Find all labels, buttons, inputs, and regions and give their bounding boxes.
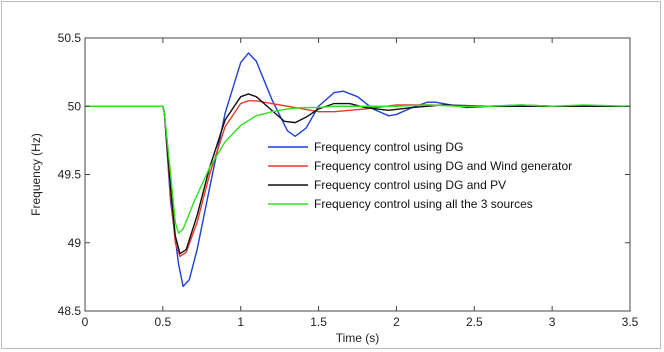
x-tick-label: 1.5 [310, 315, 327, 329]
x-tick-label: 3.5 [622, 315, 639, 329]
x-tick-label: 0 [82, 315, 89, 329]
legend: Frequency control using DG Frequency cont… [268, 140, 572, 211]
y-tick-label: 48.5 [58, 304, 82, 318]
x-axis-label: Time (s) [336, 331, 380, 345]
y-tick-label: 49.5 [58, 168, 82, 182]
x-tick-label: 2 [393, 315, 400, 329]
y-tick-label: 50.5 [58, 31, 82, 45]
x-tick-label: 2.5 [466, 315, 483, 329]
x-tick-label: 1 [237, 315, 244, 329]
legend-label: Frequency control using DG and PV [314, 178, 506, 192]
y-axis-label: Frequency (Hz) [29, 133, 43, 216]
y-tick-label: 49 [68, 236, 82, 250]
x-tick-label: 3 [549, 315, 556, 329]
series-line-3 [85, 93, 630, 255]
series-line-4 [85, 104, 631, 234]
legend-label: Frequency control using DG [314, 140, 463, 154]
y-tick-label: 50 [68, 99, 82, 113]
plot-area-border [84, 37, 631, 312]
legend-label: Frequency control using all the 3 source… [314, 197, 533, 211]
x-tick-label: 0.5 [155, 315, 172, 329]
plot-lines [85, 52, 631, 288]
legend-label: Frequency control using DG and Wind gene… [314, 159, 572, 173]
x-axis: 0 0.5 1 1.5 2 2.5 3 3.5 [82, 38, 639, 329]
y-axis: 48.5 49 49.5 50 50.5 [58, 31, 630, 318]
